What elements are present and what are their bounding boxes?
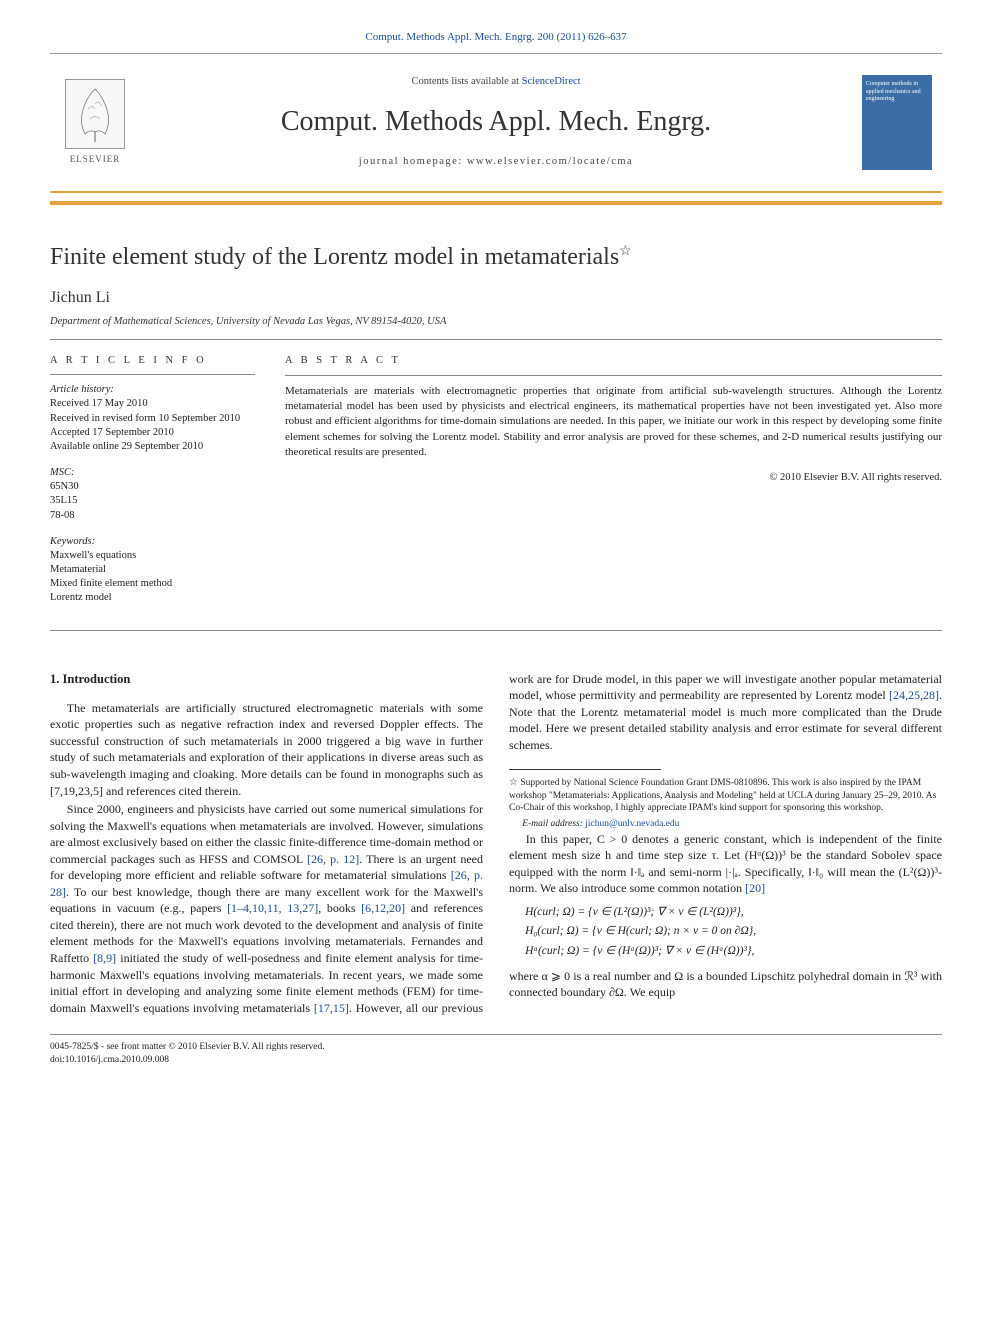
history-label: Article history: bbox=[50, 383, 255, 397]
msc-code: 65N30 bbox=[50, 480, 255, 494]
keywords-block: Keywords: Maxwell's equations Metamateri… bbox=[50, 535, 255, 606]
header-center: Contents lists available at ScienceDirec… bbox=[140, 54, 852, 191]
text-run: In this paper, C > 0 denotes a generic c… bbox=[509, 832, 942, 896]
cover-thumb: Computer methods in applied mechanics an… bbox=[862, 75, 932, 170]
elsevier-logo: ELSEVIER bbox=[50, 54, 140, 191]
body-text: 1. Introduction The metamaterials are ar… bbox=[50, 671, 942, 1017]
abstract-block: A B S T R A C T Metamaterials are materi… bbox=[285, 354, 942, 618]
footnote-rule bbox=[509, 769, 661, 770]
msc-code: 35L15 bbox=[50, 494, 255, 508]
online-date: Available online 29 September 2010 bbox=[50, 440, 255, 454]
msc-label: MSC: bbox=[50, 466, 255, 480]
paragraph: In this paper, C > 0 denotes a generic c… bbox=[509, 831, 942, 897]
text-run: , books bbox=[318, 901, 361, 915]
math-display: H(curl; Ω) = {v ∈ (L²(Ω))³; ∇ × v ∈ (L²(… bbox=[525, 903, 942, 962]
email-label: E-mail address: bbox=[522, 819, 585, 829]
title-footnote-marker: ☆ bbox=[619, 244, 632, 259]
journal-cover: Computer methods in applied mechanics an… bbox=[852, 54, 942, 191]
abstract-text: Metamaterials are materials with electro… bbox=[285, 384, 942, 461]
math-line: Hᵅ(curl; Ω) = {v ∈ (Hᵅ(Ω))³; ∇ × v ∈ (Hᵅ… bbox=[525, 942, 942, 962]
email-line: E-mail address: jichun@unlv.nevada.edu bbox=[509, 818, 942, 830]
keyword: Lorentz model bbox=[50, 591, 255, 605]
keyword: Mixed finite element method bbox=[50, 577, 255, 591]
journal-homepage: journal homepage: www.elsevier.com/locat… bbox=[140, 155, 852, 169]
front-matter-line: 0045-7825/$ - see front matter © 2010 El… bbox=[50, 1041, 942, 1053]
abstract-heading: A B S T R A C T bbox=[285, 354, 942, 376]
citation-link[interactable]: [1–4,10,11, 13,27] bbox=[227, 901, 318, 915]
article-history: Article history: Received 17 May 2010 Re… bbox=[50, 383, 255, 454]
contents-prefix: Contents lists available at bbox=[411, 76, 521, 87]
revised-date: Received in revised form 10 September 20… bbox=[50, 412, 255, 426]
journal-header: ELSEVIER Contents lists available at Sci… bbox=[50, 53, 942, 193]
title-footnote: ☆ Supported by National Science Foundati… bbox=[509, 776, 942, 830]
citation-link[interactable]: [20] bbox=[745, 881, 765, 895]
keyword: Maxwell's equations bbox=[50, 549, 255, 563]
paragraph: where α ⩾ 0 is a real number and Ω is a … bbox=[509, 968, 942, 1001]
keyword: Metamaterial bbox=[50, 563, 255, 577]
msc-block: MSC: 65N30 35L15 78-08 bbox=[50, 466, 255, 523]
meta-row: A R T I C L E I N F O Article history: R… bbox=[50, 354, 942, 618]
citation-link[interactable]: [6,12,20] bbox=[361, 901, 405, 915]
math-line: H(curl; Ω) = {v ∈ (L²(Ω))³; ∇ × v ∈ (L²(… bbox=[525, 903, 942, 923]
keywords-label: Keywords: bbox=[50, 535, 255, 549]
article-info-heading: A R T I C L E I N F O bbox=[50, 354, 255, 375]
title-text: Finite element study of the Lorentz mode… bbox=[50, 244, 619, 270]
citation-link[interactable]: [24,25,28] bbox=[889, 688, 939, 702]
elsevier-wordmark: ELSEVIER bbox=[70, 153, 121, 165]
rule-below-meta bbox=[50, 630, 942, 631]
page-footer: 0045-7825/$ - see front matter © 2010 El… bbox=[50, 1034, 942, 1066]
footnote-marker: ☆ bbox=[509, 777, 518, 788]
author: Jichun Li bbox=[50, 287, 942, 309]
paragraph: The metamaterials are artificially struc… bbox=[50, 700, 483, 799]
contents-available: Contents lists available at ScienceDirec… bbox=[140, 75, 852, 89]
homepage-url[interactable]: www.elsevier.com/locate/cma bbox=[467, 156, 633, 167]
citation-link[interactable]: [17,15] bbox=[314, 1001, 349, 1015]
elsevier-tree-icon bbox=[65, 79, 125, 149]
abstract-copyright: © 2010 Elsevier B.V. All rights reserved… bbox=[285, 471, 942, 486]
citation-link[interactable]: [8,9] bbox=[93, 951, 116, 965]
affiliation: Department of Mathematical Sciences, Uni… bbox=[50, 315, 942, 329]
article-info: A R T I C L E I N F O Article history: R… bbox=[50, 354, 255, 618]
p1-text: The metamaterials are artificially struc… bbox=[50, 701, 483, 798]
orange-rule bbox=[50, 201, 942, 205]
email-link[interactable]: jichun@unlv.nevada.edu bbox=[585, 819, 679, 829]
running-citation: Comput. Methods Appl. Mech. Engrg. 200 (… bbox=[50, 30, 942, 45]
rule-above-meta bbox=[50, 339, 942, 340]
accepted-date: Accepted 17 September 2010 bbox=[50, 426, 255, 440]
homepage-label: journal homepage: bbox=[359, 156, 467, 167]
sciencedirect-link[interactable]: ScienceDirect bbox=[522, 76, 581, 87]
section-heading: 1. Introduction bbox=[50, 671, 483, 688]
citation-link[interactable]: [26, p. 12] bbox=[307, 852, 359, 866]
journal-name: Comput. Methods Appl. Mech. Engrg. bbox=[140, 103, 852, 141]
msc-code: 78-08 bbox=[50, 509, 255, 523]
math-line: H₀(curl; Ω) = {v ∈ H(curl; Ω); n × v = 0… bbox=[525, 922, 942, 942]
received-date: Received 17 May 2010 bbox=[50, 397, 255, 411]
article-title: Finite element study of the Lorentz mode… bbox=[50, 241, 942, 273]
footnote-text: Supported by National Science Foundation… bbox=[509, 778, 936, 813]
doi-line: doi:10.1016/j.cma.2010.09.008 bbox=[50, 1054, 942, 1066]
